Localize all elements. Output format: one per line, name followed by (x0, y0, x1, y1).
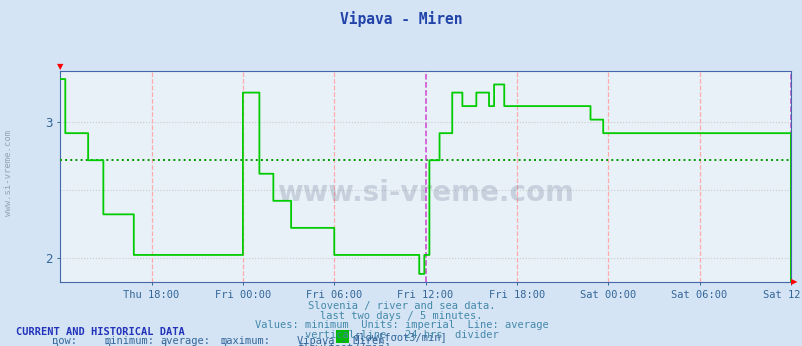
Text: ▶: ▶ (790, 277, 796, 286)
Text: 2: 2 (104, 343, 111, 346)
Text: www.si-vreme.com: www.si-vreme.com (3, 130, 13, 216)
Text: average:: average: (160, 336, 210, 346)
Text: 3: 3 (160, 343, 167, 346)
Text: www.si-vreme.com: www.si-vreme.com (277, 179, 573, 207)
Text: vertical line - 24 hrs  divider: vertical line - 24 hrs divider (304, 330, 498, 340)
Text: Values: minimum  Units: imperial  Line: average: Values: minimum Units: imperial Line: av… (254, 320, 548, 330)
Text: maximum:: maximum: (221, 336, 270, 346)
Text: minimum:: minimum: (104, 336, 154, 346)
Text: now:: now: (52, 336, 77, 346)
Text: last two days / 5 minutes.: last two days / 5 minutes. (320, 311, 482, 321)
Text: flow[foot3/min]: flow[foot3/min] (297, 343, 391, 346)
Text: 3: 3 (52, 343, 59, 346)
Text: 3: 3 (221, 343, 227, 346)
Text: Slovenia / river and sea data.: Slovenia / river and sea data. (307, 301, 495, 311)
Text: Vipava - Miren: Vipava - Miren (297, 336, 384, 346)
Text: flow[foot3/min]: flow[foot3/min] (353, 332, 447, 342)
Text: Vipava - Miren: Vipava - Miren (340, 11, 462, 27)
Text: CURRENT AND HISTORICAL DATA: CURRENT AND HISTORICAL DATA (16, 327, 184, 337)
Text: ▼: ▼ (57, 62, 63, 71)
